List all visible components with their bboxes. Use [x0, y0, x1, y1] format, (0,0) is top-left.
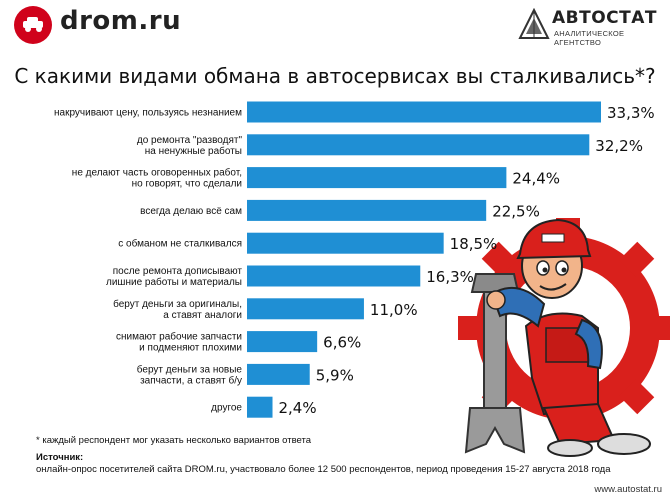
bar-5 [247, 232, 444, 254]
category-label-2-line-1: до ремонта "разводят" [137, 135, 243, 146]
category-label-5: с обманом не сталкивался [118, 238, 242, 250]
value-label-8: 6,6% [323, 334, 361, 352]
avtostat-brand: АВТОСТАТ [552, 8, 657, 28]
bar-2 [247, 134, 590, 156]
site-url: www.autostat.ru [594, 484, 662, 495]
source-text: онлайн-опрос посетителей сайта DROM.ru, … [36, 464, 611, 475]
value-label-1: 33,3% [607, 104, 655, 122]
footnote: * каждый респондент мог указать нескольк… [36, 435, 312, 446]
category-label-4: всегда делаю всё сам [140, 206, 242, 217]
value-label-4: 22,5% [492, 202, 540, 220]
header: drom.ru АВТОСТАТ АНАЛИТИЧЕСКОЕ АГЕНТСТВО [0, 0, 670, 52]
value-label-9: 5,9% [316, 366, 354, 384]
mechanic-illustration [458, 218, 670, 457]
category-label-10: другое [211, 403, 242, 414]
category-label-7-line-2: а ставят аналоги [163, 310, 242, 321]
bars: 33,3% накручивают цену, пользуясь незнани… [54, 101, 655, 418]
bar-6 [247, 265, 421, 287]
category-label-3-line-1: не делают часть оговоренных работ, [72, 167, 242, 179]
bar-8 [247, 331, 318, 353]
category-label-2-line-2: на ненужные работы [145, 145, 242, 157]
drom-logo-icon [14, 6, 52, 44]
category-label-9-line-2: запчасти, а ставят б/у [140, 374, 242, 386]
bar-1 [247, 101, 601, 123]
avtostat-subtitle: АНАЛИТИЧЕСКОЕ АГЕНТСТВО [554, 29, 625, 47]
value-label-3: 24,4% [512, 170, 560, 188]
value-label-5: 18,5% [450, 235, 498, 253]
category-label-6-line-2: лишние работы и материалы [106, 276, 242, 288]
category-label-8-line-2: и подменяют плохими [139, 343, 242, 354]
category-label-6-line-1: после ремонта дописывают [113, 266, 243, 277]
category-label-3-line-2: но говорят, что сделали [132, 179, 242, 190]
value-label-6: 16,3% [426, 268, 474, 286]
bar-7 [247, 298, 364, 320]
category-label-9-line-1: берут деньги за новые [137, 363, 243, 375]
value-label-10: 2,4% [279, 399, 317, 417]
bar-9 [247, 363, 310, 385]
category-label-1: накручивают цену, пользуясь незнанием [54, 108, 242, 119]
drom-brand: drom.ru [60, 6, 182, 36]
bar-10 [247, 396, 273, 418]
category-label-7-line-1: берут деньги за оригиналы, [113, 298, 242, 310]
avtostat-logo-icon [518, 8, 550, 39]
category-label-8-line-1: снимают рабочие запчасти [116, 331, 242, 343]
bar-4 [247, 199, 487, 221]
value-label-2: 32,2% [595, 137, 643, 155]
source-label: Источник: [36, 452, 84, 463]
value-label-7: 11,0% [370, 301, 418, 319]
bar-3 [247, 167, 507, 189]
chart-title: С какими видами обмана в автосервисах вы… [14, 64, 656, 88]
